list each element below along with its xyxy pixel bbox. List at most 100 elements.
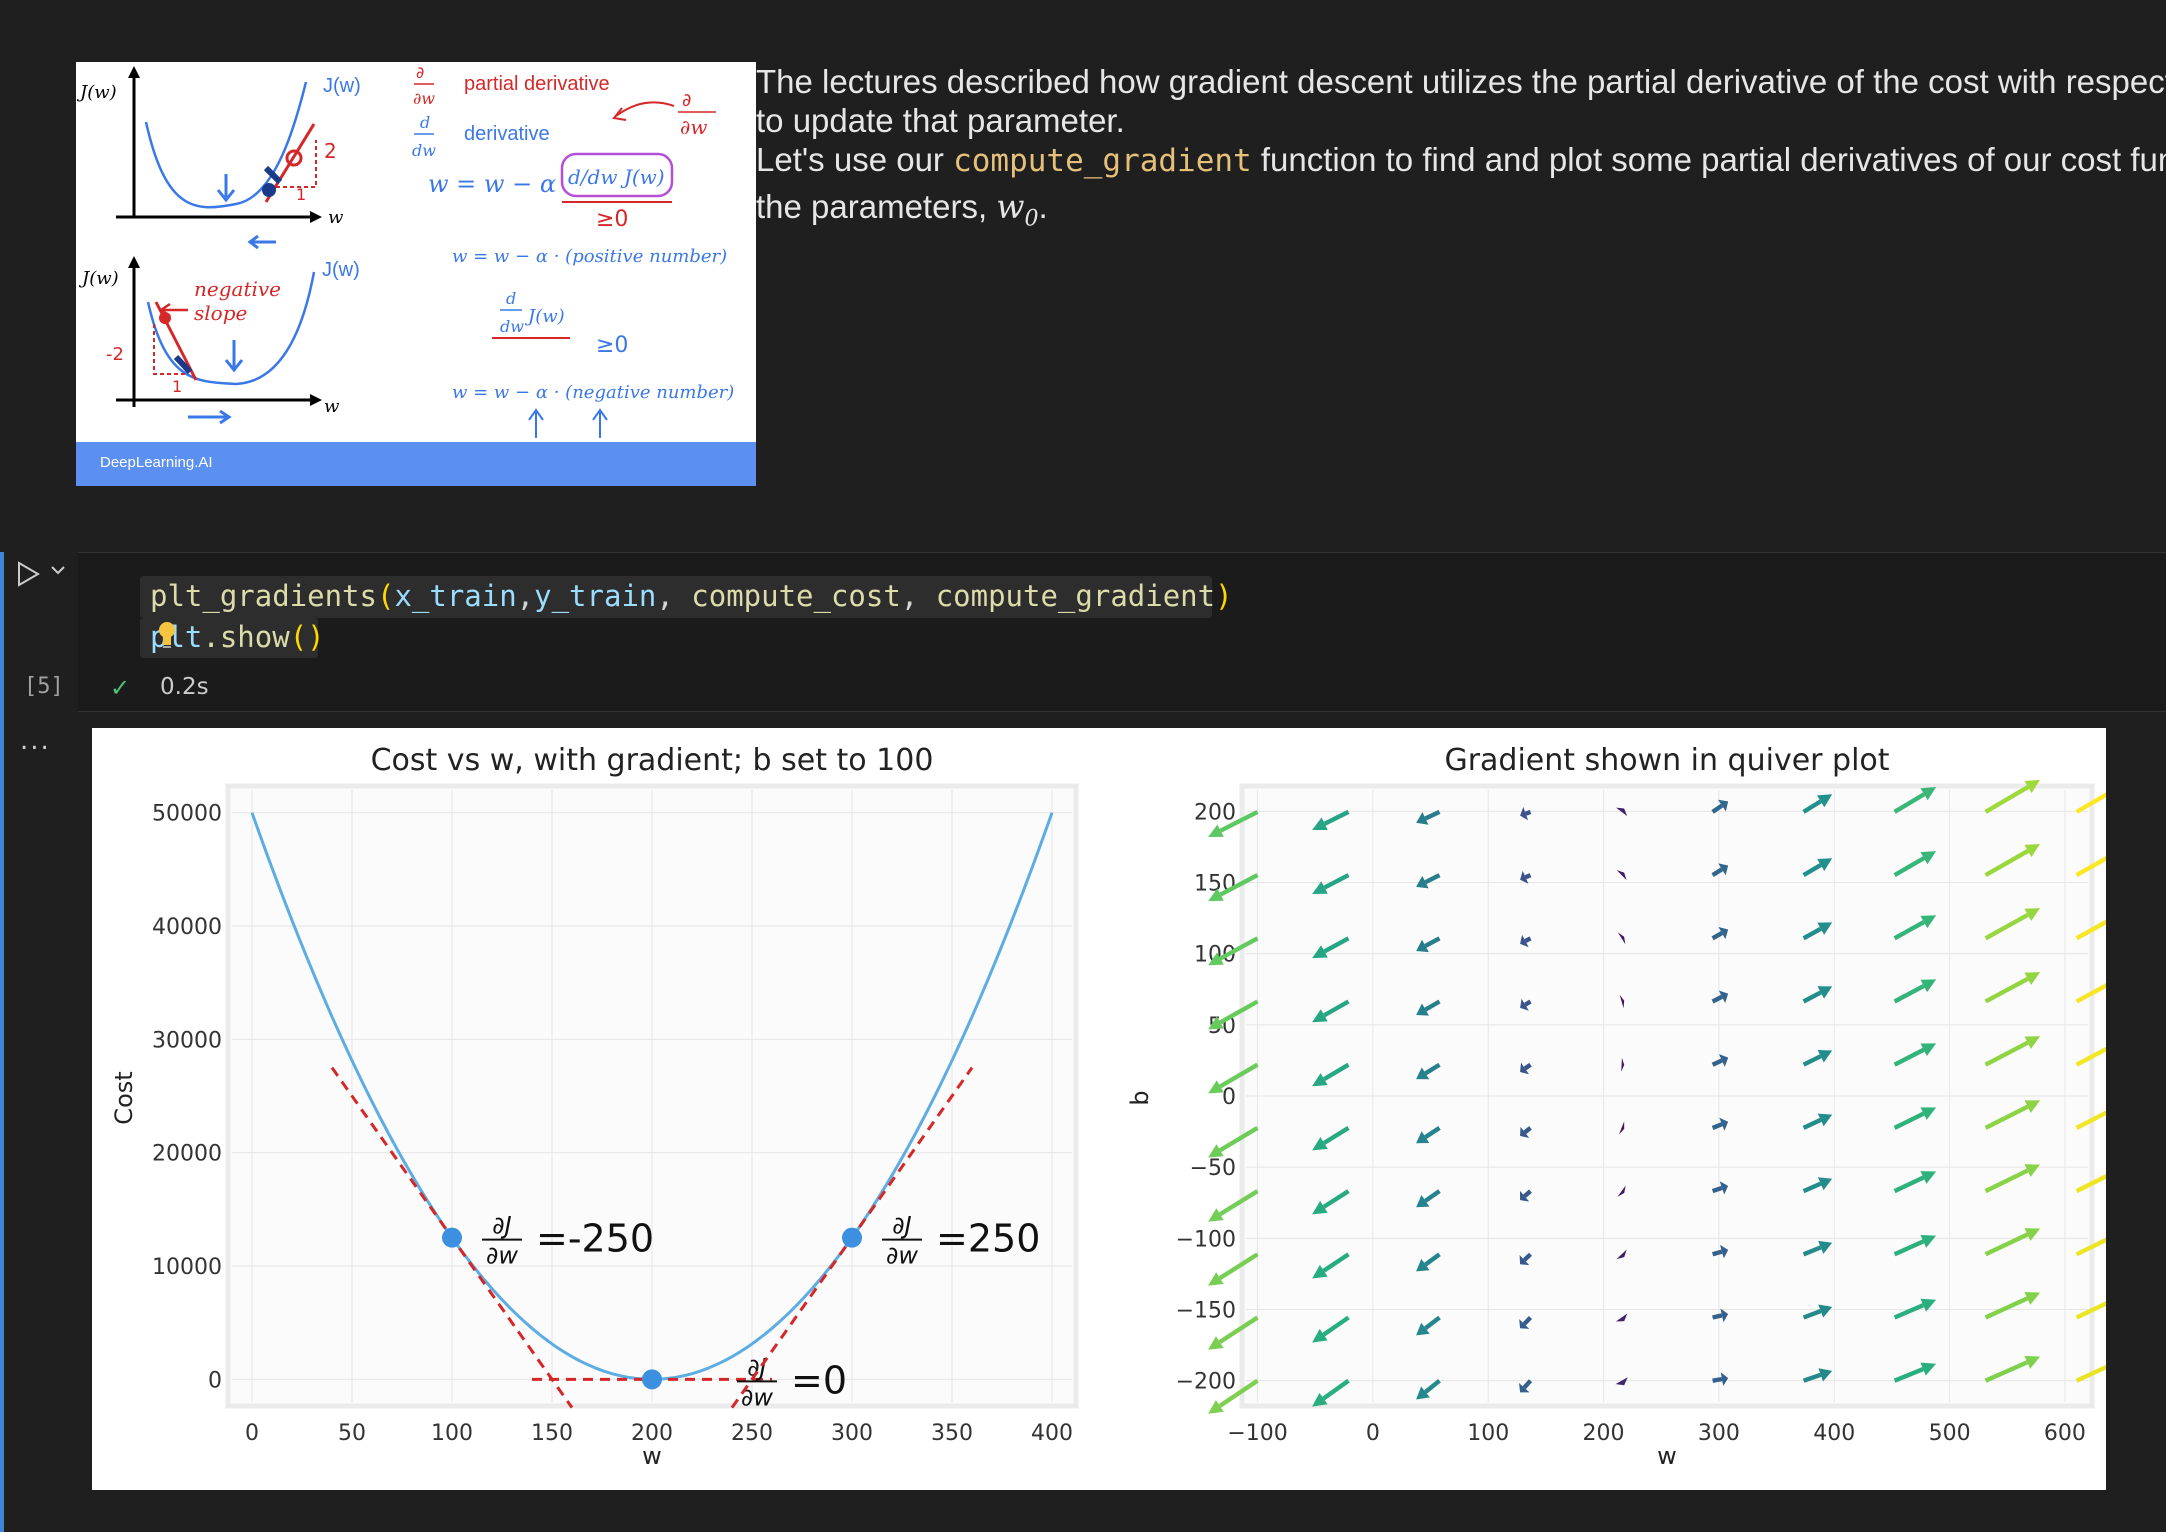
quiver-arrow-shaft [1322,1252,1350,1273]
quiver-arrow-shaft [1219,1062,1259,1089]
svg-text:≥0: ≥0 [596,333,628,358]
quiver-arrow [1893,979,1937,1004]
quiver-arrow [1416,1062,1441,1080]
chart2-ytick-label: −200 [1176,1370,1236,1395]
md-para2-line2: the parameters, w0. [756,187,1048,232]
quiver-arrow-head [1312,945,1328,959]
quiver-arrow-shaft [1802,1245,1822,1257]
quiver-arrow [1208,873,1259,902]
svg-text:w = w − α · (negative number): w = w − α · (negative number) [452,382,734,403]
svg-text:derivative: derivative [464,123,550,145]
quiver-arrow-shaft [2075,841,2106,878]
quiver-arrow [1208,999,1259,1030]
quiver-arrow-head [1920,1043,1937,1056]
quiver-arrow-shaft [1712,1376,1723,1383]
quiver-arrow-shaft [2075,1097,2106,1130]
quiver-arrow [2075,905,2106,941]
quiver-arrow-shaft [1219,936,1259,961]
quiver-arrow [2075,1225,2106,1257]
quiver-arrow [1416,1315,1441,1336]
chart1-xtick-label: 200 [631,1421,673,1446]
inline-code-compute-gradient: compute_gradient [953,143,1252,179]
quiver-arrow-shaft [1524,809,1532,816]
chart1-ytick-label: 50000 [152,802,222,827]
chart1-grad-numerator: ∂J [492,1212,512,1240]
quiver-arrow-head [1416,1003,1429,1016]
quiver-arrow [1520,870,1532,884]
quiver-arrow-head [1520,807,1529,821]
quiver-arrow-head [1920,851,1937,865]
chart1-point [642,1369,662,1390]
quiver-arrow [1984,1100,2041,1130]
quiver-arrow [1312,873,1350,895]
chart1-xtick-label: 100 [431,1421,473,1446]
quiver-arrow-head [1520,1062,1530,1075]
svg-text:dw: dw [412,141,436,160]
quiver-arrow-shaft [1984,1296,2029,1320]
lightbulb-icon[interactable] [156,620,178,650]
quiver-arrow-shaft [1424,1062,1441,1076]
quiver-arrow-head [1720,1372,1729,1387]
quiver-arrow [1802,858,1833,877]
quiver-arrow-shaft [1802,1372,1822,1383]
quiver-arrow [2075,969,2106,1004]
quiver-arrow-shaft [1802,1181,1822,1194]
quiver-arrow-shaft [2075,1353,2106,1383]
chart1-grid [232,790,1072,1402]
code-line-1[interactable]: plt_gradients(x_train,y_train, compute_c… [150,579,1233,613]
quiver-arrow-shaft [2075,1033,2106,1067]
chart1-grad-label: =0 [791,1358,847,1402]
quiver-arrow-shaft [1802,1309,1822,1320]
quiver-arrow [1984,972,2041,1004]
chart1-xtick-label: 50 [338,1421,366,1446]
quiver-arrow [1208,809,1259,838]
quiver-arrow [1312,999,1350,1023]
chart1-ytick-label: 20000 [152,1142,222,1167]
quiver-arrow-head [1920,1298,1937,1312]
quiver-arrow-shaft [1424,1189,1441,1203]
quiver-arrow [1893,851,1937,878]
quiver-arrow [1520,934,1532,948]
quiver-arrow-shaft [2075,1161,2106,1194]
chart1-grad-numerator: ∂J [892,1212,912,1240]
quiver-arrow-head [1720,1308,1729,1323]
quiver-arrow-shaft [2075,777,2106,814]
chevron-down-icon[interactable] [50,562,66,578]
quiver-arrow-shaft [1984,1040,2029,1067]
chart1-xtick-label: 0 [245,1421,259,1446]
quiver-arrow [1802,922,1833,941]
quiver-arrow-head [1818,1304,1833,1318]
quiver-arrow-head [1718,863,1729,876]
chart2-xlabel: w [1657,1442,1677,1470]
quiver-arrow [1984,844,2041,878]
svg-text:∂: ∂ [416,63,424,82]
quiver-arrow [1208,1378,1259,1414]
svg-text:J(w): J(w) [524,306,565,327]
quiver-arrow-shaft [1524,873,1532,880]
code-line-2[interactable]: plt.show() [150,620,325,654]
quiver-arrow [1893,1362,1937,1383]
slide-jw-blue-top: J(w) [323,75,361,97]
svg-text:partial derivative: partial derivative [464,73,610,95]
quiver-arrow-shaft [1322,1378,1350,1401]
quiver-arrow [1984,1228,2041,1257]
quiver-arrow-head [2024,1292,2041,1305]
run-cell-icon[interactable] [14,560,42,588]
quiver-arrow [1893,787,1937,814]
quiver-arrow-head [1719,1054,1729,1067]
output-menu-icon[interactable]: ... [20,726,51,756]
svg-text:1: 1 [172,377,182,396]
quiver-arrow-shaft [2075,969,2106,1004]
quiver-arrow [1802,1177,1833,1194]
quiver-arrow-shaft [1893,1303,1925,1320]
chart2-arrows [1208,777,2106,1414]
md-para1-line1: The lectures described how gradient desc… [756,63,2166,100]
svg-text:w: w [324,396,340,417]
quiver-arrow-head [1416,1386,1430,1400]
quiver-arrow-shaft [1893,1239,1925,1257]
quiver-arrow [1621,1057,1625,1072]
quiver-arrow-shaft [1424,809,1441,821]
quiver-arrow-head [1817,1113,1833,1127]
quiver-arrow-shaft [1522,1315,1533,1326]
quiver-arrow [1312,1062,1350,1087]
